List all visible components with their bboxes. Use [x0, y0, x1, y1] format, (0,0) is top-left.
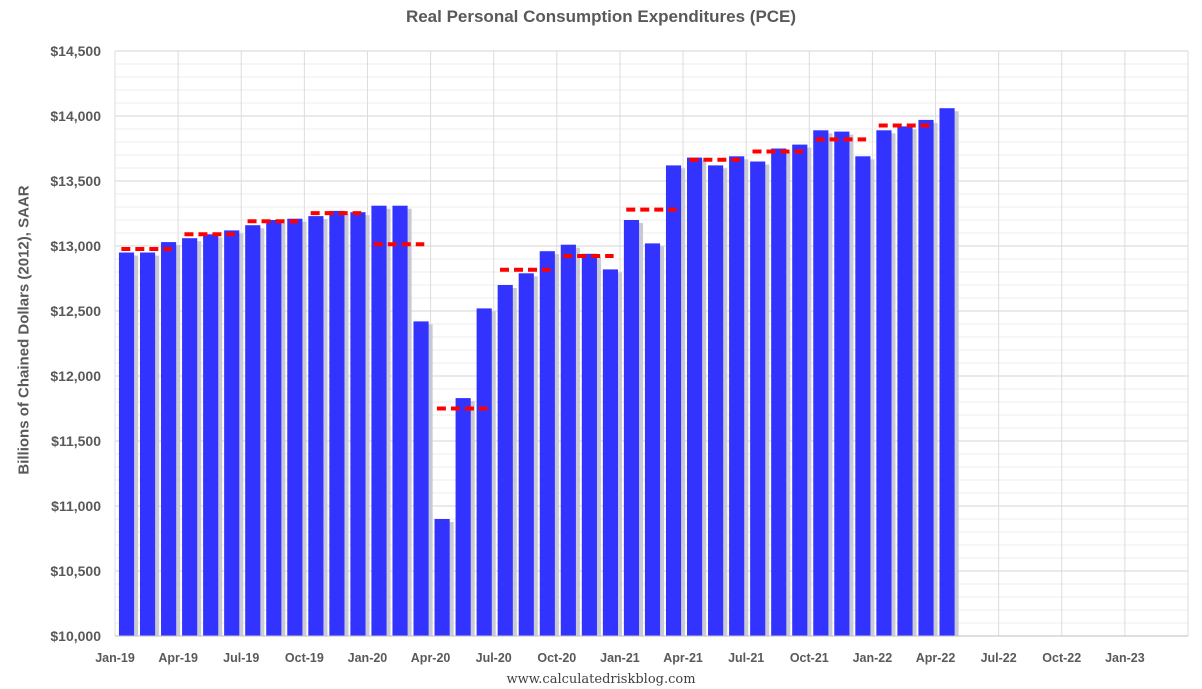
y-tick-label: $13,000: [50, 238, 101, 254]
x-tick-label: Apr-21: [663, 651, 703, 665]
bar: [792, 144, 808, 636]
y-tick-label: $12,000: [50, 368, 101, 384]
bar: [455, 398, 471, 636]
y-tick-label: $12,500: [50, 303, 101, 319]
bars: [118, 108, 955, 637]
bar: [139, 252, 156, 636]
bar: [644, 243, 661, 636]
bar: [729, 156, 745, 637]
bar: [203, 234, 219, 637]
y-tick-label: $10,500: [50, 563, 101, 579]
x-tick-label: Jul-22: [981, 651, 1017, 665]
bar: [750, 161, 766, 636]
x-tick-label: Jan-20: [348, 651, 388, 665]
bar: [434, 519, 450, 636]
x-tick-label: Jul-21: [728, 651, 764, 665]
bar: [371, 205, 387, 636]
bar: [161, 242, 177, 636]
bar: [581, 253, 597, 637]
bar: [413, 321, 429, 636]
bar: [182, 238, 198, 636]
x-tick-label: Jan-22: [853, 651, 893, 665]
y-tick-label: $14,000: [50, 108, 101, 124]
bar: [623, 220, 640, 636]
y-tick-label: $13,500: [50, 173, 101, 189]
bar: [497, 285, 513, 636]
bar: [308, 216, 324, 636]
y-tick-label: $14,500: [50, 43, 101, 59]
y-tick-labels: $10,000 $10,500 $11,000 $11,500 $12,000 $12,5…: [50, 43, 101, 644]
bar: [834, 131, 850, 636]
x-tick-label: Jan-21: [600, 651, 640, 665]
bar: [350, 212, 366, 636]
bar: [518, 273, 534, 636]
bar: [602, 269, 618, 636]
x-tick-label: Oct-19: [285, 651, 324, 665]
bar: [876, 130, 892, 637]
source-note: www.calculatedriskblog.com: [506, 672, 696, 687]
quarterly-average-lines: [121, 123, 930, 411]
chart-title: Real Personal Consumption Expenditures (…: [405, 7, 797, 26]
x-tick-label: Jan-23: [1105, 651, 1145, 665]
bar: [245, 225, 261, 636]
bar: [665, 165, 682, 636]
x-tick-label: Oct-21: [790, 651, 829, 665]
bar: [392, 205, 408, 636]
bar: [855, 156, 871, 637]
x-tick-label: Oct-20: [537, 651, 576, 665]
bar: [287, 218, 303, 636]
bar: [118, 252, 135, 636]
bar: [939, 108, 955, 636]
bar: [266, 220, 282, 636]
bar: [539, 251, 555, 636]
bar: [708, 165, 724, 636]
x-tick-labels: Jan-19 Apr-19 Jul-19 Oct-19 Jan-20 Apr-20 Jul-…: [95, 651, 1145, 665]
x-tick-label: Apr-22: [916, 651, 956, 665]
bar: [918, 119, 934, 636]
bar: [771, 148, 787, 636]
x-tick-label: Jul-19: [223, 651, 259, 665]
x-tick-label: Apr-20: [411, 651, 451, 665]
x-tick-label: Oct-22: [1042, 651, 1081, 665]
x-tick-label: Jan-19: [95, 651, 135, 665]
bar: [476, 308, 492, 636]
bar: [687, 157, 703, 636]
bar: [897, 126, 913, 637]
bar: [813, 130, 829, 637]
y-tick-label: $10,000: [50, 628, 101, 644]
bar: [329, 210, 345, 636]
y-tick-label: $11,000: [51, 498, 101, 514]
y-tick-label: $11,500: [51, 433, 101, 449]
bar: [560, 244, 576, 636]
x-tick-label: Apr-19: [158, 651, 198, 665]
x-tick-label: Jul-20: [476, 651, 512, 665]
bar: [224, 230, 240, 636]
